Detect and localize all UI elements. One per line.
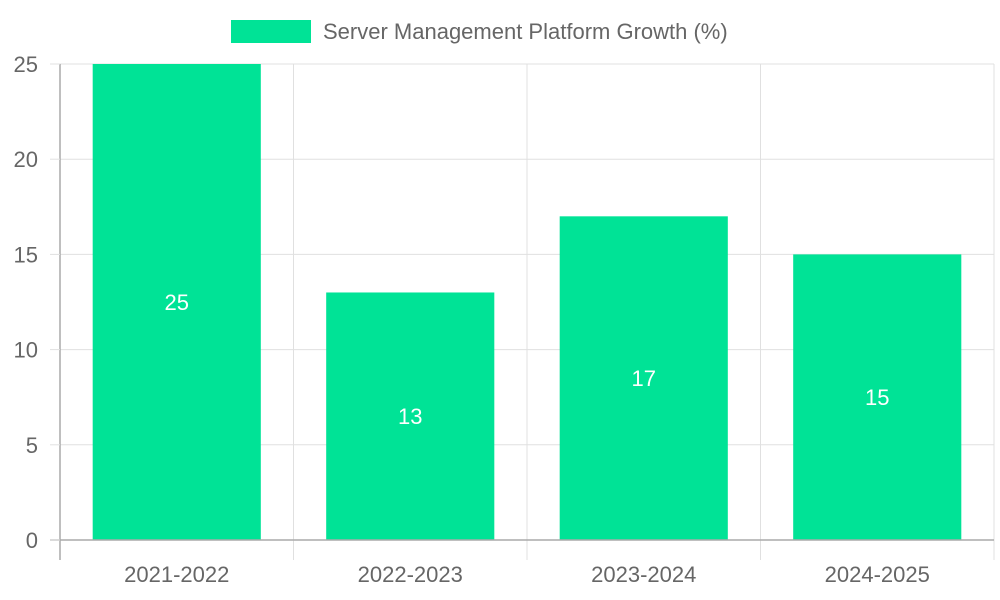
bar[interactable]	[793, 254, 962, 540]
bar-data-label: 25	[165, 290, 189, 315]
data-labels: 25 13 17 15	[165, 290, 890, 429]
legend-swatch	[231, 20, 311, 43]
x-tick-label: 2024-2025	[825, 562, 930, 587]
y-tick-label: 25	[14, 52, 38, 77]
axes	[50, 63, 994, 560]
y-tick-label: 15	[14, 242, 38, 267]
y-tick-label: 0	[26, 528, 38, 553]
bar[interactable]	[326, 292, 495, 540]
x-tick-label: 2021-2022	[124, 562, 229, 587]
bar[interactable]	[92, 64, 261, 540]
y-tick-label: 5	[26, 433, 38, 458]
bars	[92, 64, 962, 540]
bar-data-label: 15	[865, 385, 889, 410]
y-axis-tick-labels: 0 5 10 15 20 25	[14, 52, 38, 553]
x-tick-label: 2023-2024	[591, 562, 696, 587]
x-tick-label: 2022-2023	[358, 562, 463, 587]
legend-label: Server Management Platform Growth (%)	[323, 19, 728, 44]
y-tick-label: 10	[14, 338, 38, 363]
legend[interactable]: Server Management Platform Growth (%)	[231, 19, 728, 44]
bar-data-label: 17	[632, 366, 656, 391]
x-axis-tick-labels: 2021-2022 2022-2023 2023-2024 2024-2025	[124, 562, 930, 587]
bar[interactable]	[559, 216, 728, 540]
bar-data-label: 13	[398, 404, 422, 429]
y-tick-label: 20	[14, 147, 38, 172]
